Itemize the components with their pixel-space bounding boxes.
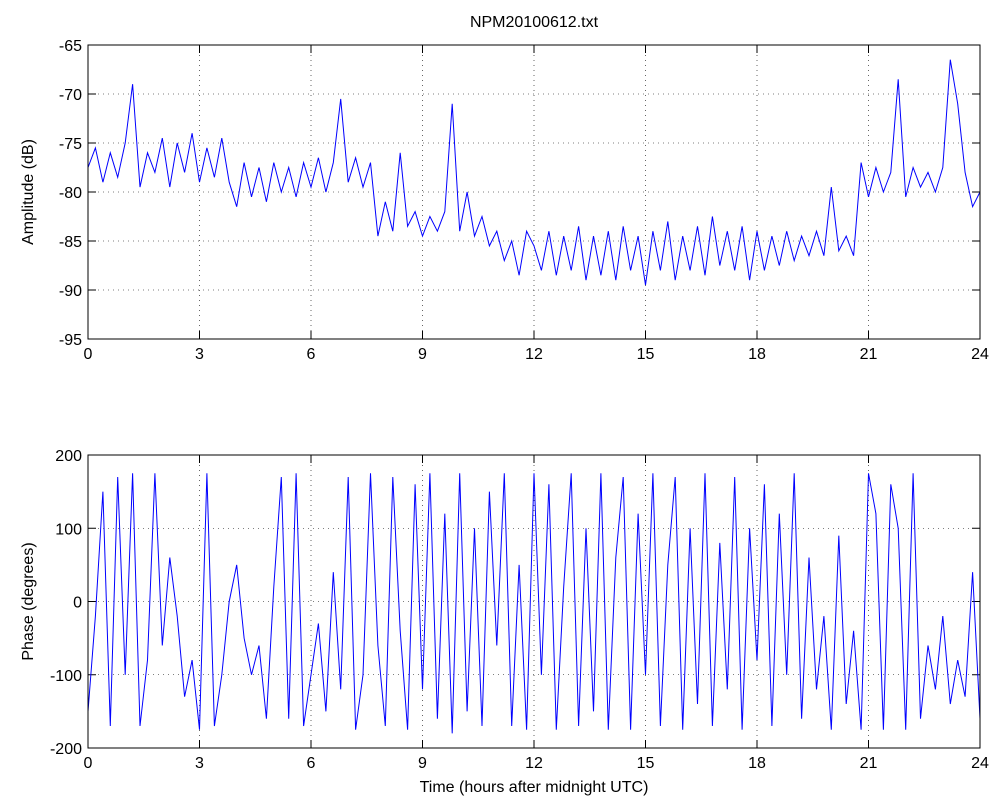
x-tick-label: 15	[637, 346, 655, 363]
x-tick-label: 15	[637, 755, 655, 772]
y-tick-label: -95	[59, 332, 82, 349]
x-tick-label: 6	[307, 346, 316, 363]
y-tick-label: -80	[59, 185, 82, 202]
x-tick-label: 12	[525, 346, 543, 363]
x-axis-label: Time (hours after midnight UTC)	[420, 779, 649, 796]
x-tick-label: 24	[971, 755, 989, 772]
y-tick-label: -65	[59, 38, 82, 55]
y-tick-label: -70	[59, 87, 82, 104]
data-line	[87, 473, 981, 734]
x-tick-label: 21	[860, 346, 878, 363]
x-tick-label: 9	[418, 346, 427, 363]
chart-title: NPM20100612.txt	[470, 14, 599, 31]
data-line	[87, 59, 981, 286]
y-tick-label: 0	[73, 595, 82, 612]
y-axis-label: Amplitude (dB)	[20, 139, 37, 245]
x-tick-label: 24	[971, 346, 989, 363]
y-tick-label: 200	[55, 448, 82, 465]
y-tick-label: -85	[59, 234, 82, 251]
x-tick-label: 18	[748, 755, 766, 772]
x-tick-label: 0	[84, 755, 93, 772]
x-tick-label: 3	[195, 346, 204, 363]
y-tick-label: 100	[55, 521, 82, 538]
y-axis-label: Phase (degrees)	[20, 542, 37, 660]
x-tick-label: 18	[748, 346, 766, 363]
axes-frame	[87, 454, 981, 749]
x-tick-label: 3	[195, 755, 204, 772]
y-tick-label: -75	[59, 136, 82, 153]
x-tick-label: 12	[525, 755, 543, 772]
axes-frame	[87, 44, 981, 340]
x-tick-label: 21	[860, 755, 878, 772]
x-tick-label: 6	[307, 755, 316, 772]
y-tick-label: -90	[59, 283, 82, 300]
y-tick-label: -100	[50, 668, 82, 685]
x-tick-label: 0	[84, 346, 93, 363]
y-tick-label: -200	[50, 741, 82, 758]
x-tick-label: 9	[418, 755, 427, 772]
